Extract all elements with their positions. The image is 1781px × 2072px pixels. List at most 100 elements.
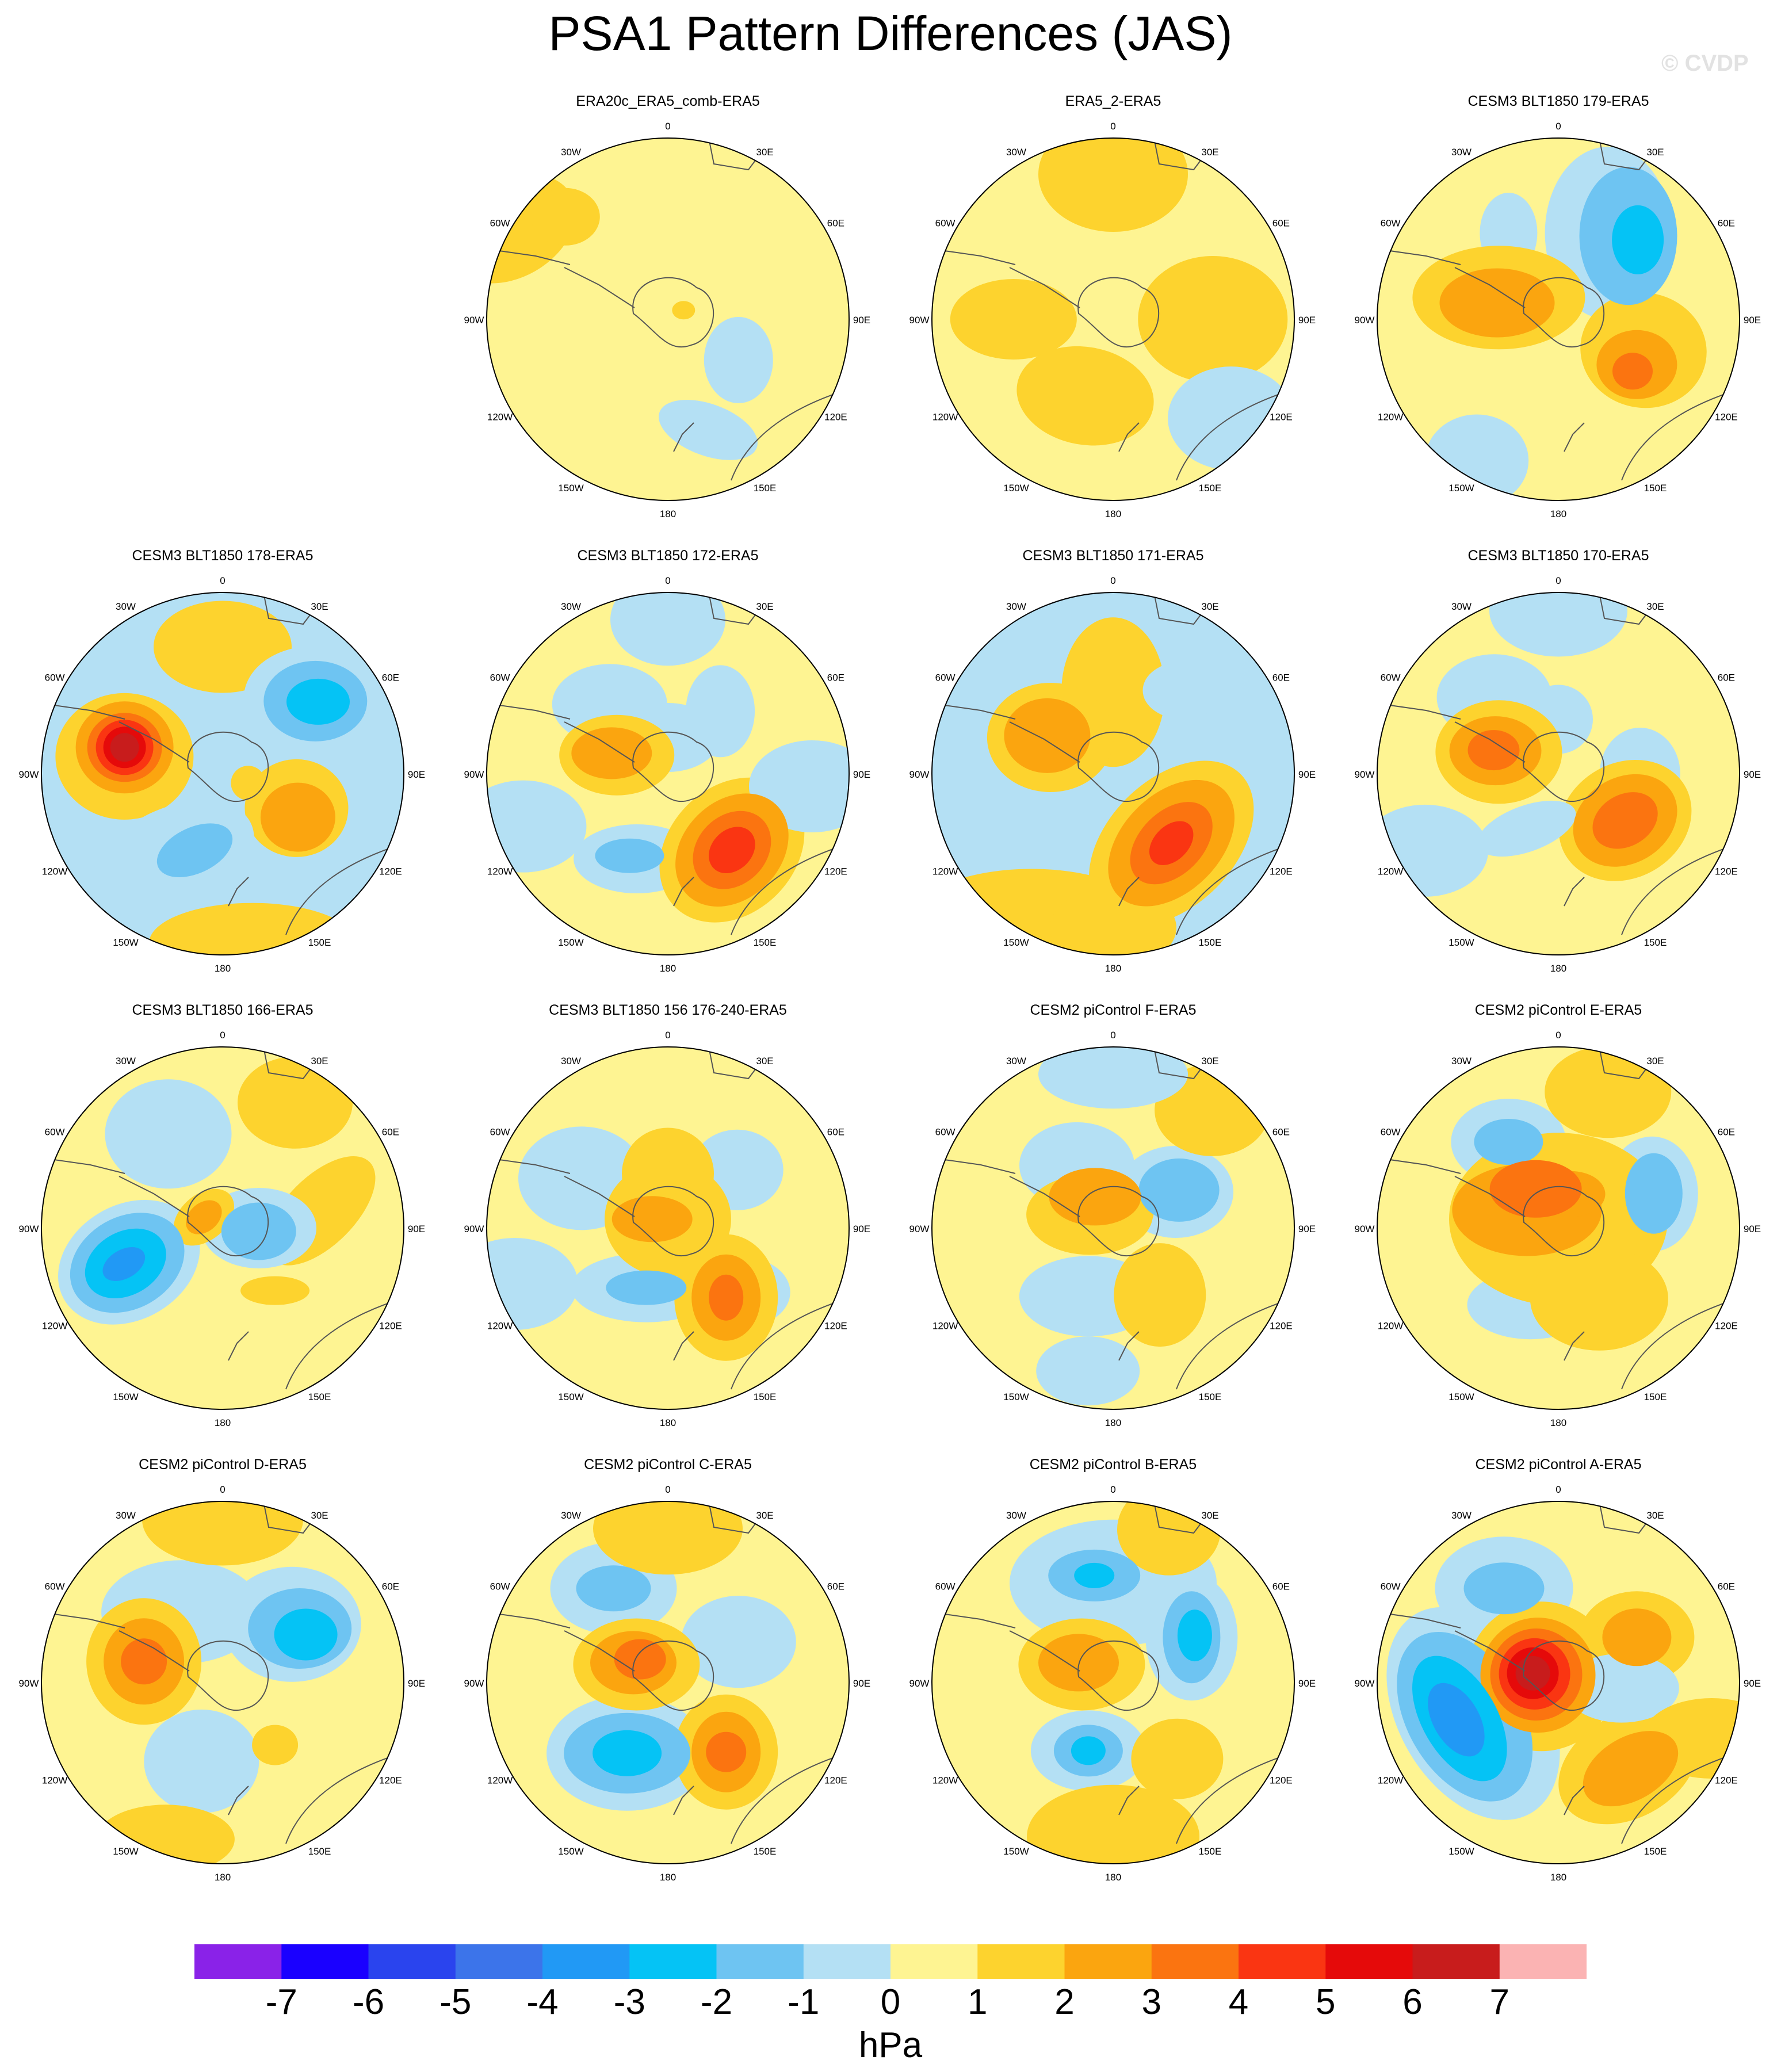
colorbar-tick-label: -7 — [265, 1982, 297, 2022]
longitude-label: 60E — [382, 1581, 399, 1592]
negative-anomaly-contour — [1074, 1562, 1115, 1588]
longitude-label: 120W — [932, 412, 958, 423]
negative-anomaly-contour — [1625, 1153, 1683, 1234]
longitude-label: 150E — [1199, 1846, 1222, 1857]
positive-anomaly-contour — [950, 279, 1077, 360]
longitude-label: 150W — [1003, 1846, 1029, 1857]
longitude-label: 150E — [754, 1846, 777, 1857]
colorbar-tick-label: -3 — [613, 1982, 645, 2022]
panel-title: ERA20c_ERA5_comb-ERA5 — [576, 93, 760, 109]
map-boundary — [1377, 137, 1740, 501]
longitude-label: 30E — [1646, 147, 1664, 158]
longitude-label: 0 — [665, 575, 670, 586]
south-america-coastline — [49, 1159, 125, 1174]
longitude-label: 0 — [220, 1484, 225, 1495]
polar-stereographic-map: 0 30E 60E 90E 120E 150E 180 150W 120W 90W 60W 30W — [909, 1484, 1316, 1883]
positive-anomaly-contour — [571, 727, 652, 779]
south-america-coastline — [1385, 704, 1461, 720]
map-boundary — [931, 137, 1295, 501]
positive-anomaly-contour — [240, 1276, 310, 1305]
south-america-coastline — [495, 1159, 571, 1174]
new-zealand-coastline — [1118, 1331, 1140, 1361]
australia-coastline — [1176, 1297, 1294, 1390]
longitude-label: 90W — [464, 1678, 484, 1689]
antarctica-coastline — [632, 731, 714, 802]
negative-anomaly-contour — [221, 1202, 296, 1260]
colorbar-tick-label: -5 — [439, 1982, 472, 2022]
colorbar-swatch — [890, 1944, 978, 1979]
longitude-label: 120E — [1715, 866, 1738, 877]
longitude-label: 60W — [935, 1127, 956, 1138]
longitude-label: 90E — [853, 315, 870, 326]
australia-coastline — [1621, 1751, 1740, 1844]
figure-title: PSA1 Pattern Differences (JAS) — [548, 6, 1233, 60]
positive-anomaly-contour — [110, 733, 139, 762]
positive-anomaly-contour — [1149, 821, 1194, 865]
map-panel: CESM3 BLT1850 179-ERA5 0 30E 60E 90E 120E 150E… — [1336, 92, 1781, 546]
peninsula-coastline — [564, 1176, 635, 1217]
positive-anomaly-contour — [1592, 792, 1658, 849]
panel-title: CESM2 piControl F-ERA5 — [1030, 1002, 1197, 1018]
colorbar-tick-label: -1 — [788, 1982, 820, 2022]
longitude-label: 90W — [909, 1224, 930, 1234]
new-zealand-coastline — [673, 1786, 694, 1815]
longitude-label: 180 — [1550, 1417, 1566, 1428]
negative-anomaly-contour — [610, 592, 725, 666]
longitude-label: 0 — [1555, 121, 1561, 132]
polar-stereographic-map: 0 30E 60E 90E 120E 150E 180 150W 120W 90W 60W 30W — [464, 121, 871, 519]
map-panel: CESM2 piControl D-ERA5 0 30E 60E 90E 120E 150E… — [0, 1455, 445, 1910]
negative-anomaly-contour — [595, 838, 664, 873]
longitude-label: 180 — [1550, 963, 1566, 974]
negative-anomaly-contour — [1612, 205, 1664, 274]
south-america-coastline — [495, 1613, 571, 1628]
positive-anomaly-contour — [1467, 730, 1520, 771]
antarctica-coastline — [1077, 1640, 1160, 1711]
new-zealand-coastline — [1564, 1331, 1585, 1361]
map-panel: CESM2 piControl B-ERA5 0 30E 60E 90E 120E 150E… — [890, 1455, 1336, 1910]
longitude-label: 150W — [558, 483, 583, 494]
south-america-coastline — [495, 704, 571, 720]
antarctica-coastline — [187, 731, 269, 802]
longitude-label: 60W — [935, 672, 956, 683]
positive-anomaly-contour — [530, 188, 600, 246]
longitude-label: 120E — [1270, 1775, 1293, 1786]
longitude-label: 150W — [1003, 1391, 1029, 1402]
polar-stereographic-map: 0 30E 60E 90E 120E 150E 180 150W 120W 90W 60W 30W — [1355, 1030, 1761, 1428]
longitude-label: 60W — [935, 218, 956, 229]
longitude-label: 90W — [1355, 1678, 1375, 1689]
colorbar-swatch — [977, 1944, 1065, 1979]
colorbar-swatch — [368, 1944, 456, 1979]
longitude-label: 0 — [665, 121, 670, 132]
longitude-label: 60W — [490, 1581, 510, 1592]
map-panel: CESM3 BLT1850 156 176-240-ERA5 0 30E 60E 90E… — [445, 1001, 890, 1455]
longitude-label: 30W — [561, 147, 581, 158]
south-america-coastline — [49, 1613, 125, 1628]
map-boundary — [1377, 1046, 1740, 1410]
positive-anomaly-contour — [121, 1638, 167, 1685]
longitude-label: 120E — [1270, 866, 1293, 877]
panel-title: CESM2 piControl B-ERA5 — [1029, 1456, 1197, 1473]
longitude-label: 90E — [1298, 315, 1316, 326]
longitude-label: 30W — [1006, 147, 1026, 158]
negative-anomaly-contour — [1489, 592, 1627, 657]
longitude-label: 60E — [1718, 1581, 1735, 1592]
colorbar-tick-label: 3 — [1141, 1982, 1162, 2022]
negative-anomaly-contour — [1425, 414, 1529, 500]
longitude-label: 30E — [311, 1510, 328, 1521]
panel-title: CESM2 piControl E-ERA5 — [1474, 1002, 1642, 1018]
negative-anomaly-contour — [487, 1238, 578, 1330]
longitude-label: 30E — [1646, 1510, 1664, 1521]
positive-anomaly-contour — [1138, 256, 1288, 383]
longitude-label: 30E — [756, 1056, 773, 1066]
longitude-label: 120E — [1715, 1775, 1738, 1786]
new-zealand-coastline — [1564, 1786, 1585, 1815]
peninsula-coastline — [1454, 267, 1526, 308]
longitude-label: 90W — [1355, 1224, 1375, 1234]
new-zealand-coastline — [1118, 422, 1140, 452]
negative-anomaly-contour — [606, 1270, 687, 1305]
longitude-label: 150E — [1199, 483, 1222, 494]
new-zealand-coastline — [1564, 422, 1585, 452]
panel-title: CESM3 BLT1850 156 176-240-ERA5 — [549, 1002, 787, 1018]
polar-stereographic-map: 0 30E 60E 90E 120E 150E 180 150W 120W 90W 60W 30W — [1355, 575, 1761, 974]
negative-anomaly-contour — [1142, 662, 1224, 720]
